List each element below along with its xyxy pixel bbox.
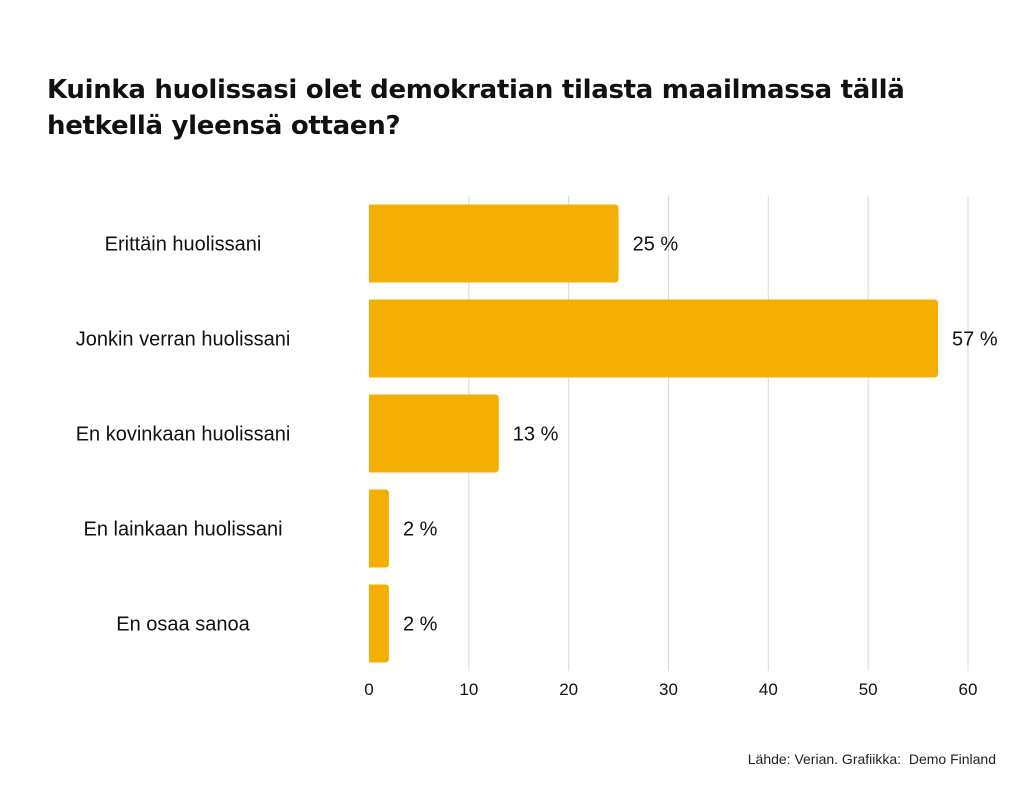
category-label-1: Erittäin huolissani (105, 234, 262, 256)
data-label-4: 2 % (403, 519, 438, 541)
x-tick-label-30: 30 (659, 680, 678, 699)
category-label-4: En lainkaan huolissani (83, 519, 282, 541)
chart-title: Kuinka huolissasi olet demokratian tilas… (47, 75, 905, 141)
data-label-1: 25 % (633, 234, 679, 256)
category-label-2: Jonkin verran huolissani (76, 329, 291, 351)
source-note: Lähde: Verian. Grafiikka: Demo Finland (747, 751, 996, 767)
category-labels: Erittäin huolissani Jonkin verran huoliss… (76, 234, 291, 636)
bar-5 (369, 584, 389, 663)
category-label-5: En osaa sanoa (116, 614, 250, 636)
category-label-3: En kovinkaan huolissani (76, 424, 291, 446)
data-label-2: 57 % (952, 329, 998, 351)
bar-4 (369, 489, 389, 568)
x-tick-label-10: 10 (459, 680, 478, 699)
bars (369, 204, 939, 663)
bar-1 (369, 204, 619, 283)
x-tick-label-0: 0 (364, 680, 373, 699)
data-labels: 25 % 57 % 13 % 2 % 2 % (403, 234, 998, 636)
bar-2 (369, 299, 939, 378)
x-tick-label-50: 50 (859, 680, 878, 699)
x-tick-label-40: 40 (759, 680, 778, 699)
x-tick-label-60: 60 (959, 680, 978, 699)
x-tick-label-20: 20 (559, 680, 578, 699)
data-label-5: 2 % (403, 614, 438, 636)
data-label-3: 13 % (513, 424, 559, 446)
bar-3 (369, 394, 499, 473)
x-axis-ticks: 0 10 20 30 40 50 60 (364, 680, 977, 699)
